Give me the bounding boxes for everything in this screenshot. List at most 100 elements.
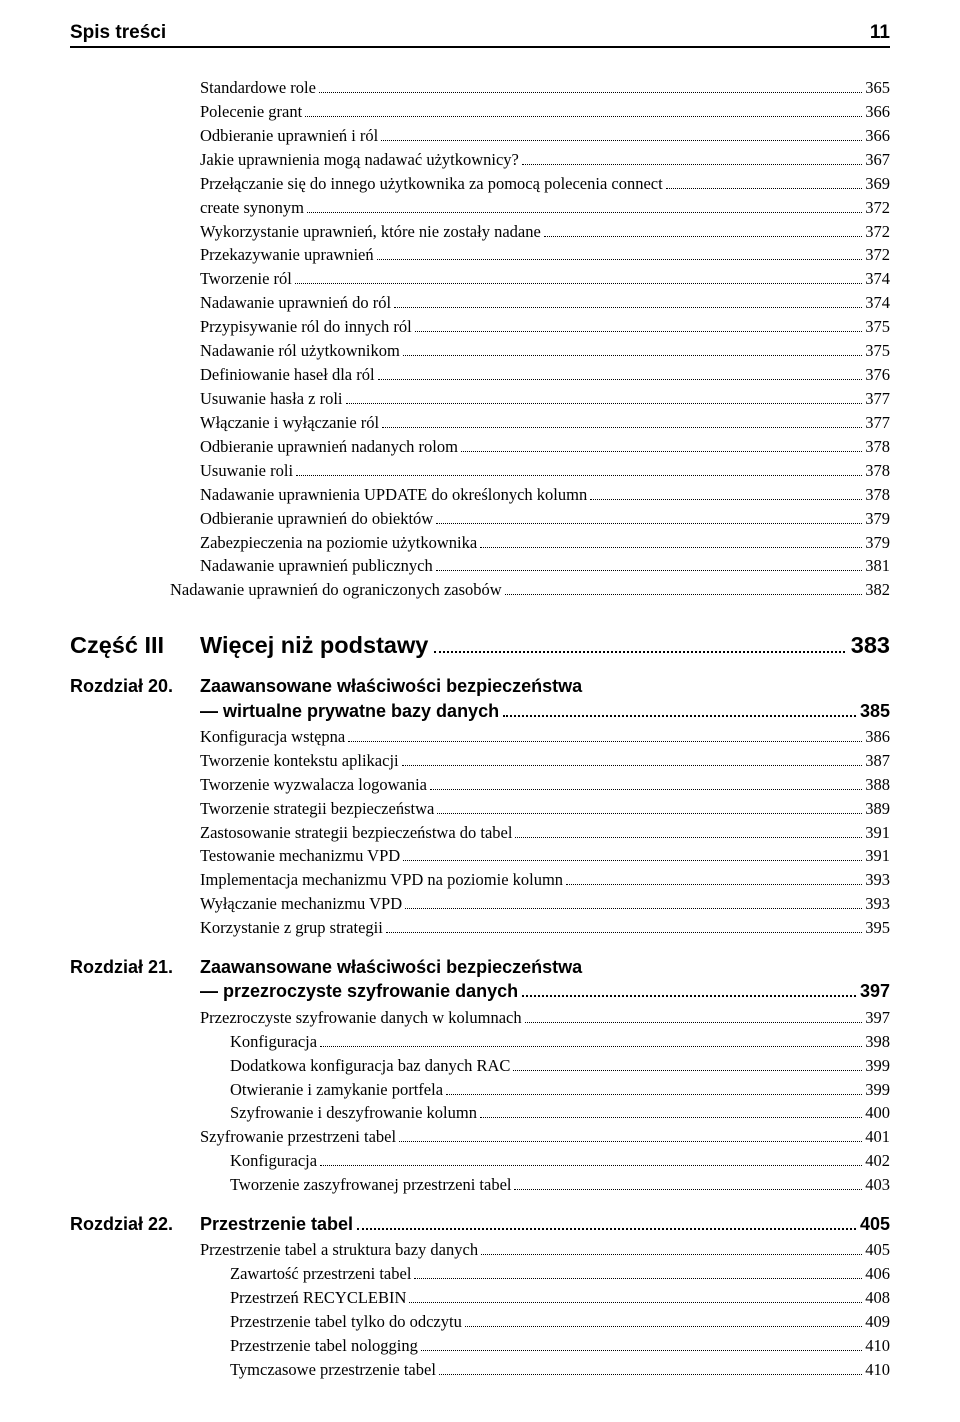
leader-dots	[421, 1350, 862, 1351]
toc-entry-page: 405	[865, 1238, 890, 1262]
toc-entry-page: 393	[865, 868, 890, 892]
toc-entry-page: 402	[865, 1149, 890, 1173]
toc-entry: Definiowanie haseł dla ról 376	[200, 363, 890, 387]
toc-entry-label: Definiowanie haseł dla ról	[200, 363, 375, 387]
part-heading: Część III Więcej niż podstawy 383	[70, 632, 890, 659]
toc-entry: Szyfrowanie przestrzeni tabel401	[200, 1125, 890, 1149]
toc-entry: Testowanie mechanizmu VPD 391	[200, 844, 890, 868]
toc-entry-label: Włączanie i wyłączanie ról	[200, 411, 379, 435]
toc-entry-label: Zastosowanie strategii bezpieczeństwa do…	[200, 821, 512, 845]
toc-entry-label: Zabezpieczenia na poziomie użytkownika	[200, 531, 477, 555]
toc-entry: Wykorzystanie uprawnień, które nie zosta…	[200, 220, 890, 244]
toc-entry: Odbieranie uprawnień nadanych rolom378	[200, 435, 890, 459]
toc-entry-page: 399	[865, 1078, 890, 1102]
toc-entry-page: 376	[865, 363, 890, 387]
leader-dots	[403, 860, 862, 861]
leader-dots	[566, 884, 862, 885]
toc-entry-label: Testowanie mechanizmu VPD	[200, 844, 400, 868]
toc-entry: Włączanie i wyłączanie ról377	[200, 411, 890, 435]
toc-entry: Polecenie grant366	[200, 100, 890, 124]
leader-dots	[403, 355, 862, 356]
toc-entry-label: Konfiguracja	[230, 1149, 317, 1173]
toc-entry-page: 399	[865, 1054, 890, 1078]
leader-dots	[295, 283, 862, 284]
leader-dots	[409, 1302, 862, 1303]
toc-entry: Tworzenie strategii bezpieczeństwa389	[200, 797, 890, 821]
toc-entry-label: Nadawanie uprawnienia UPDATE do określon…	[200, 483, 587, 507]
toc-entry-page: 391	[865, 821, 890, 845]
leader-dots	[320, 1046, 862, 1047]
toc-entry-page: 365	[865, 76, 890, 100]
leader-dots	[399, 1141, 862, 1142]
toc-entry-page: 374	[865, 291, 890, 315]
toc-entry-page: 367	[865, 148, 890, 172]
chapter-page: 385	[860, 699, 890, 723]
leader-dots	[402, 765, 863, 766]
toc-entry-page: 372	[865, 243, 890, 267]
toc-entry: Nadawanie uprawnień do ról374	[200, 291, 890, 315]
leader-dots	[386, 932, 862, 933]
toc-entry-label: Tworzenie kontekstu aplikacji	[200, 749, 399, 773]
toc-entry: Konfiguracja398	[230, 1030, 890, 1054]
chapter-page: 405	[860, 1212, 890, 1236]
toc-entry: Korzystanie z grup strategii395	[200, 916, 890, 940]
chapter-title-line1: Zaawansowane właściwości bezpieczeństwa	[200, 674, 890, 698]
chapter-entries: Konfiguracja wstępna386Tworzenie konteks…	[70, 725, 890, 940]
leader-dots	[405, 908, 862, 909]
toc-entry: Przestrzenie tabel a struktura bazy dany…	[200, 1238, 890, 1262]
toc-entry: Nadawanie ról użytkownikom 375	[200, 339, 890, 363]
toc-entry: Przekazywanie uprawnień 372	[200, 243, 890, 267]
toc-top-block: Standardowe role365Polecenie grant366Odb…	[70, 76, 890, 602]
chapter-prefix: Rozdział 22.	[70, 1212, 200, 1236]
chapter-heading: Rozdział 22.Przestrzenie tabel405	[70, 1212, 890, 1236]
toc-entry-label: Usuwanie hasła z roli	[200, 387, 343, 411]
toc-entry-label: Nadawanie uprawnień publicznych	[200, 554, 433, 578]
leader-dots	[319, 92, 862, 93]
toc-entry-label: Nadawanie ról użytkownikom	[200, 339, 400, 363]
toc-entry: Tworzenie ról374	[200, 267, 890, 291]
toc-entry-label: Odbieranie uprawnień i ról	[200, 124, 378, 148]
toc-entry-label: Odbieranie uprawnień do obiektów	[200, 507, 433, 531]
leader-dots	[305, 116, 862, 117]
toc-entry: Otwieranie i zamykanie portfela 399	[230, 1078, 890, 1102]
toc-entry-page: 381	[865, 554, 890, 578]
leader-dots	[590, 499, 862, 500]
toc-entry-label: Odbieranie uprawnień nadanych rolom	[200, 435, 458, 459]
toc-entry: Konfiguracja 402	[230, 1149, 890, 1173]
toc-entry: Przezroczyste szyfrowanie danych w kolum…	[200, 1006, 890, 1030]
chapter-title-line1: Zaawansowane właściwości bezpieczeństwa	[200, 955, 890, 979]
toc-entry: Tworzenie wyzwalacza logowania388	[200, 773, 890, 797]
toc-entry-page: 391	[865, 844, 890, 868]
header-title: Spis treści	[70, 22, 166, 44]
toc-entry: Przestrzenie tabel nologging410	[230, 1334, 890, 1358]
toc-entry-page: 377	[865, 387, 890, 411]
toc-entry: Szyfrowanie i deszyfrowanie kolumn400	[230, 1101, 890, 1125]
toc-entry-label: Jakie uprawnienia mogą nadawać użytkowni…	[200, 148, 519, 172]
chapter-title-body: Zaawansowane właściwości bezpieczeństwa—…	[200, 674, 890, 723]
toc-entry-label: Przekazywanie uprawnień	[200, 243, 374, 267]
toc-entry-page: 375	[865, 339, 890, 363]
leader-dots	[522, 995, 856, 997]
toc-entry-label: Przestrzenie tabel nologging	[230, 1334, 418, 1358]
chapter-prefix: Rozdział 20.	[70, 674, 200, 698]
leader-dots	[481, 1254, 862, 1255]
page-header: Spis treści 11	[70, 22, 890, 48]
toc-entry-page: 398	[865, 1030, 890, 1054]
toc-entry-label: Szyfrowanie i deszyfrowanie kolumn	[230, 1101, 477, 1125]
toc-entry-label: Otwieranie i zamykanie portfela	[230, 1078, 443, 1102]
toc-entry: Zastosowanie strategii bezpieczeństwa do…	[200, 821, 890, 845]
toc-entry: Usuwanie roli378	[200, 459, 890, 483]
leader-dots	[525, 1022, 863, 1023]
leader-dots	[503, 715, 856, 717]
toc-entry: Tymczasowe przestrzenie tabel410	[230, 1358, 890, 1382]
toc-entry-label: create synonym	[200, 196, 304, 220]
toc-entry-label: Wyłączanie mechanizmu VPD	[200, 892, 402, 916]
toc-entry-label: Usuwanie roli	[200, 459, 293, 483]
toc-entry-label: Konfiguracja wstępna	[200, 725, 345, 749]
toc-entry-label: Korzystanie z grup strategii	[200, 916, 383, 940]
toc-entry-label: Wykorzystanie uprawnień, które nie zosta…	[200, 220, 541, 244]
toc-entry-label: Standardowe role	[200, 76, 316, 100]
toc-entry-page: 379	[865, 531, 890, 555]
toc-entry-page: 379	[865, 507, 890, 531]
leader-dots	[544, 236, 862, 237]
